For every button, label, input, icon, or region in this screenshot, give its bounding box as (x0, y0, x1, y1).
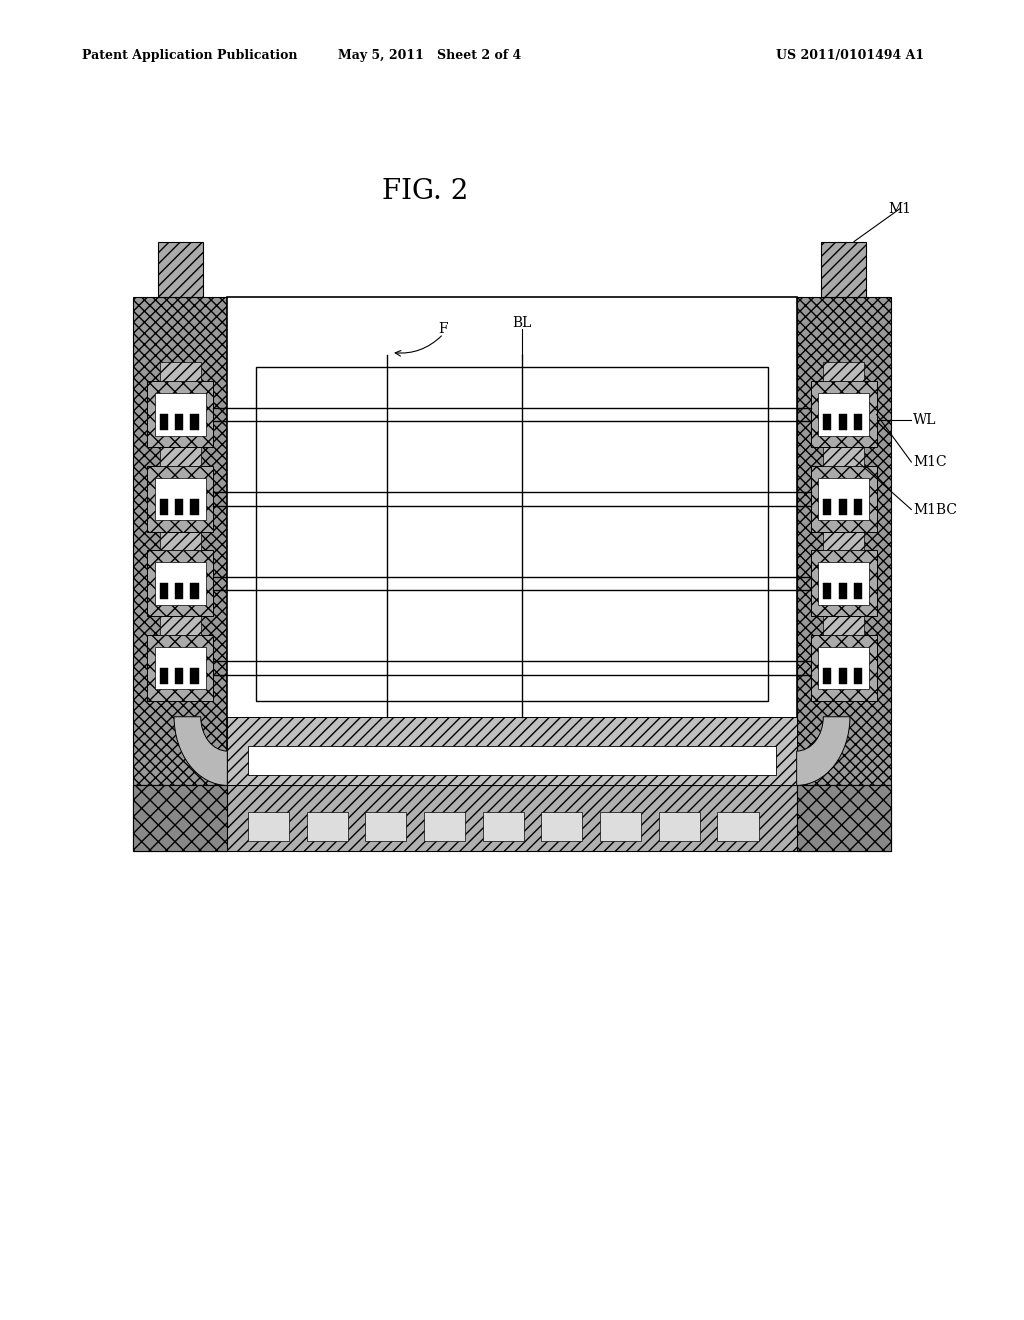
Bar (818, 647, 869, 689)
Bar (542, 812, 583, 841)
Bar (797, 785, 891, 851)
Bar (147, 635, 213, 701)
Bar (424, 812, 465, 841)
Bar (160, 668, 168, 684)
Text: US 2011/0101494 A1: US 2011/0101494 A1 (776, 49, 924, 62)
Bar (133, 297, 227, 785)
Bar (155, 562, 206, 605)
Wedge shape (174, 717, 227, 785)
Bar (155, 393, 206, 436)
Bar (160, 499, 168, 515)
Bar (823, 499, 831, 515)
Bar (160, 532, 201, 550)
Bar (854, 668, 862, 684)
Bar (821, 242, 866, 297)
Bar (854, 414, 862, 430)
Bar (718, 812, 759, 841)
Bar (811, 550, 877, 616)
Bar (160, 447, 201, 466)
Bar (854, 499, 862, 515)
Bar (811, 635, 877, 701)
Text: WL: WL (913, 413, 937, 426)
Bar (823, 668, 831, 684)
Text: M1C: M1C (913, 455, 947, 469)
Bar (658, 812, 699, 841)
Bar (482, 812, 523, 841)
Bar (839, 583, 847, 599)
Bar (818, 562, 869, 605)
Bar (823, 362, 864, 381)
Bar (366, 812, 407, 841)
Bar (175, 499, 183, 515)
Bar (160, 583, 168, 599)
Bar (160, 362, 201, 381)
Bar (823, 583, 831, 599)
Bar (823, 414, 831, 430)
Bar (823, 447, 864, 466)
Bar (811, 381, 877, 447)
Bar (160, 616, 201, 635)
Text: FIG. 2: FIG. 2 (382, 178, 468, 205)
Wedge shape (797, 717, 850, 785)
Bar (147, 550, 213, 616)
Bar (147, 381, 213, 447)
Bar (160, 414, 168, 430)
Bar (248, 812, 289, 841)
Text: BL: BL (513, 317, 531, 330)
Bar (175, 583, 183, 599)
Bar (190, 414, 199, 430)
Text: M1BC: M1BC (913, 503, 957, 516)
Bar (306, 812, 347, 841)
Text: Patent Application Publication: Patent Application Publication (82, 49, 297, 62)
Text: May 5, 2011   Sheet 2 of 4: May 5, 2011 Sheet 2 of 4 (339, 49, 521, 62)
Bar (158, 242, 203, 297)
Text: M1: M1 (889, 202, 911, 215)
Bar (227, 297, 797, 785)
Bar (839, 668, 847, 684)
Bar (175, 414, 183, 430)
Bar (190, 583, 199, 599)
Bar (818, 393, 869, 436)
Bar (147, 466, 213, 532)
Text: F: F (438, 322, 449, 335)
Bar (797, 297, 891, 785)
Bar (155, 478, 206, 520)
Bar (823, 616, 864, 635)
Bar (175, 668, 183, 684)
Bar (190, 668, 199, 684)
Bar (818, 478, 869, 520)
Bar (823, 532, 864, 550)
Bar (133, 785, 891, 851)
Bar (227, 717, 797, 785)
Bar (839, 414, 847, 430)
Bar (839, 499, 847, 515)
Bar (155, 647, 206, 689)
Bar (811, 466, 877, 532)
Bar (854, 583, 862, 599)
Bar (600, 812, 641, 841)
Bar (248, 746, 776, 775)
Bar (133, 785, 227, 851)
Bar (190, 499, 199, 515)
Bar (256, 367, 768, 701)
